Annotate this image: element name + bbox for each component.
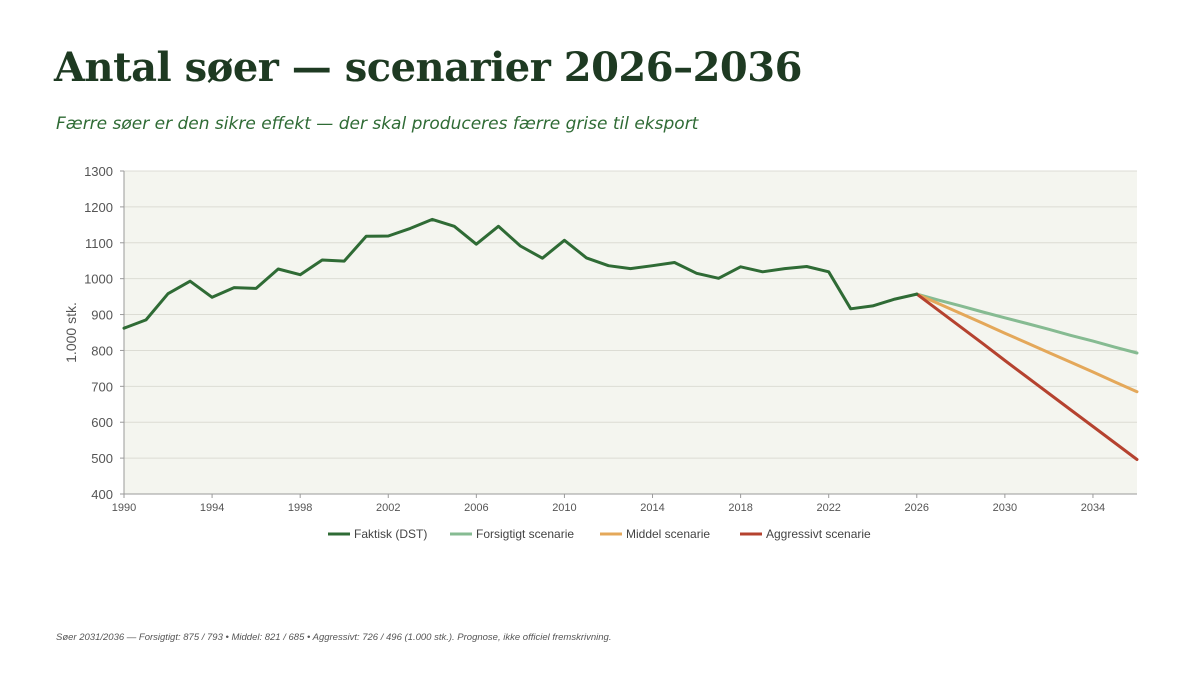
y-tick-label: 1200 (84, 200, 113, 215)
x-tick-label: 2018 (728, 502, 752, 514)
series-line-4 (915, 292, 1139, 461)
x-tick-label: 2030 (993, 502, 1017, 514)
legend-label: Faktisk (DST) (354, 527, 427, 541)
x-tick-label: 2010 (552, 502, 576, 514)
page-subtitle: Færre søer er den sikre effekt — der ska… (56, 114, 699, 134)
x-tick-label: 1994 (200, 502, 224, 514)
legend-label: Aggressivt scenarie (766, 527, 871, 541)
plot-area (124, 171, 1137, 494)
x-tick-label: 2002 (376, 502, 400, 514)
legend-label: Middel scenarie (626, 527, 710, 541)
y-axis-ticks: 400 500 600 700 800 900 1000 1100 1200 1300 (84, 164, 113, 502)
x-tick-label: 2006 (464, 502, 488, 514)
x-tick-label: 2022 (816, 502, 840, 514)
y-tick-label: 400 (91, 487, 113, 502)
axes (120, 170, 1137, 495)
legend: Faktisk (DST) Forsigtigt scenarie Middel s… (328, 527, 871, 541)
legend-item: Forsigtigt scenarie (450, 527, 574, 541)
y-tick-label: 800 (91, 343, 113, 358)
series-line-1 (122, 217, 919, 330)
gridlines (124, 170, 1137, 459)
footnote: Søer 2031/2036 — Forsigtigt: 875 / 793 •… (56, 632, 612, 643)
series-line-2 (915, 292, 1139, 355)
y-tick-label: 1100 (85, 236, 113, 251)
y-tick-label: 600 (91, 415, 113, 430)
x-tick-label: 1990 (112, 502, 136, 514)
series-lines (122, 217, 1139, 461)
y-tick-label: 700 (91, 379, 113, 394)
y-axis-label: 1.000 stk. (63, 302, 79, 363)
legend-item: Middel scenarie (600, 527, 710, 541)
legend-label: Forsigtigt scenarie (476, 527, 574, 541)
y-tick-label: 1000 (84, 272, 113, 287)
x-tick-label: 1998 (288, 502, 312, 514)
x-tick-label: 2026 (905, 502, 929, 514)
y-tick-label: 1300 (84, 164, 113, 179)
x-tick-label: 2034 (1081, 502, 1105, 514)
y-tick-label: 900 (91, 308, 113, 323)
page-title: Antal søer — scenarier 2026–2036 (54, 44, 802, 91)
legend-item: Aggressivt scenarie (740, 527, 871, 541)
x-tick-label: 2014 (640, 502, 664, 514)
series-line-3 (915, 292, 1139, 394)
x-axis-ticks: 1990 1994 1998 2002 2006 2010 2014 2018 2022 2026… (112, 494, 1105, 514)
legend-item: Faktisk (DST) (328, 527, 427, 541)
y-tick-label: 500 (91, 451, 113, 466)
